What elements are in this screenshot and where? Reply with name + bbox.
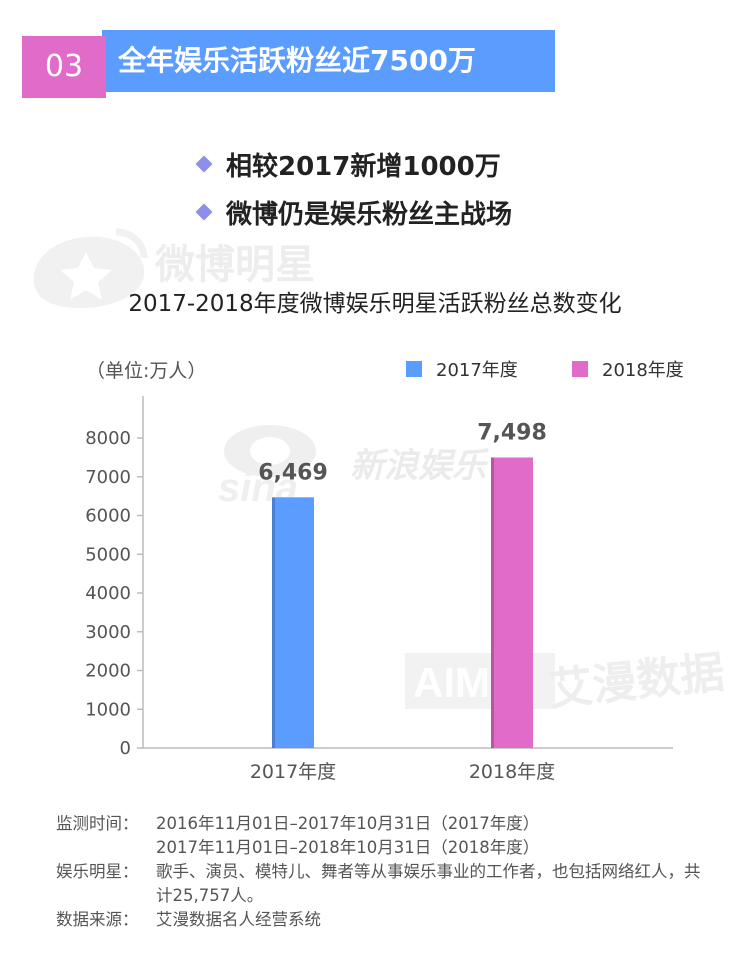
key-point-text: 相较2017新增1000万 bbox=[226, 151, 501, 182]
x-tick-label: 2018年度 bbox=[469, 761, 555, 783]
weibo-star-watermark-icon bbox=[33, 228, 148, 308]
section-number: 03 bbox=[44, 49, 84, 84]
key-point-text: 微博仍是娱乐粉丝主战场 bbox=[226, 199, 513, 230]
y-tick-label: 5000 bbox=[85, 544, 131, 565]
sina-ent-watermark: 新浪娱乐 bbox=[350, 446, 486, 486]
section-banner: 03 全年娱乐活跃粉丝近7500万 bbox=[22, 30, 555, 98]
footer-period-line: 2016年11月01日–2017年10月31日（2017年度） bbox=[156, 814, 540, 833]
bar-edge-shade bbox=[491, 457, 494, 748]
weibo-star-watermark: 微博明星 bbox=[155, 242, 315, 288]
footer-source-text: 艾漫数据名人经营系统 bbox=[156, 910, 321, 929]
bar-2018年度 bbox=[491, 457, 533, 748]
footer-source-label: 数据来源： bbox=[56, 910, 139, 929]
bar-value-label: 7,498 bbox=[477, 420, 547, 445]
footer-stars-text: 歌手、演员、模特儿、舞者等从事娱乐事业的工作者，也包括网络红人，共计25,757… bbox=[156, 862, 701, 905]
y-tick-label: 3000 bbox=[85, 622, 131, 643]
y-tick-label: 7000 bbox=[85, 467, 131, 488]
legend-item-2017: 2017年度 bbox=[406, 356, 518, 382]
y-tick-label: 8000 bbox=[85, 428, 131, 449]
y-tick-label: 4000 bbox=[85, 583, 131, 604]
unit-label: （单位:万人） bbox=[86, 360, 207, 382]
bar-edge-shade bbox=[272, 497, 275, 748]
banner-bar bbox=[102, 30, 555, 92]
y-tick-label: 1000 bbox=[85, 699, 131, 720]
footer-period-label: 监测时间： bbox=[56, 814, 139, 833]
legend-item-2018: 2018年度 bbox=[572, 356, 684, 382]
legend-label-2018: 2018年度 bbox=[602, 360, 684, 381]
legend-swatch-2018 bbox=[572, 361, 588, 377]
y-tick-label: 0 bbox=[120, 738, 131, 759]
bar-value-label: 6,469 bbox=[258, 460, 328, 485]
key-points: 相较2017新增1000万 微博仍是娱乐粉丝主战场 bbox=[195, 140, 513, 236]
x-tick-label: 2017年度 bbox=[250, 761, 336, 783]
y-tick-label: 2000 bbox=[85, 661, 131, 682]
section-number-box bbox=[22, 36, 106, 98]
legend-swatch-2017 bbox=[406, 361, 422, 377]
footer-stars-label: 娱乐明星： bbox=[56, 862, 139, 881]
footer-stars-row: 娱乐明星： 歌手、演员、模特儿、舞者等从事娱乐事业的工作者，也包括网络红人，共计… bbox=[56, 860, 716, 908]
key-point: 微博仍是娱乐粉丝主战场 bbox=[195, 188, 513, 236]
banner-title: 全年娱乐活跃粉丝近7500万 bbox=[118, 44, 476, 77]
bar-2017年度 bbox=[272, 497, 314, 748]
footer-notes: 监测时间： 2016年11月01日–2017年10月31日（2017年度） 20… bbox=[56, 812, 716, 932]
footer-period-row: 监测时间： 2016年11月01日–2017年10月31日（2017年度） 20… bbox=[56, 812, 716, 860]
legend-label-2017: 2017年度 bbox=[436, 360, 518, 381]
chart-title: 2017-2018年度微博娱乐明星活跃粉丝总数变化 bbox=[128, 291, 622, 317]
footer-period-line: 2017年11月01日–2018年10月31日（2018年度） bbox=[156, 838, 540, 857]
footer-source-row: 数据来源： 艾漫数据名人经营系统 bbox=[56, 908, 716, 932]
key-point: 相较2017新增1000万 bbox=[195, 140, 512, 188]
y-tick-label: 6000 bbox=[85, 506, 131, 527]
